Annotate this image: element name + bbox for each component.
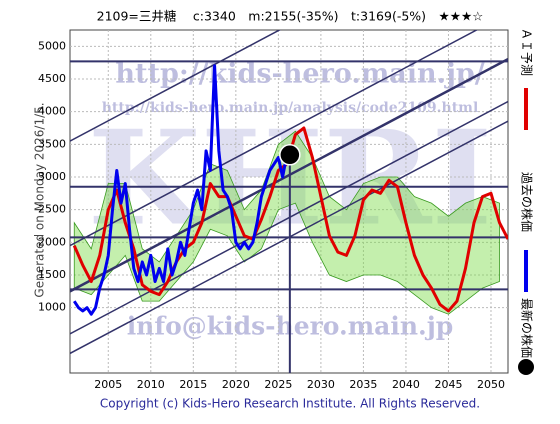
side-note: Generated on Monday 2026/1/5. [33, 102, 47, 297]
x-tick-label: 2015 [179, 378, 207, 391]
x-tick-label: 2025 [264, 378, 292, 391]
latest-point [279, 144, 301, 166]
series-line [72, 64, 289, 316]
channel-line [70, 30, 282, 142]
legend-swatch [518, 359, 534, 375]
y-tick-label: 2000 [38, 235, 66, 248]
legend-label: ＡＩ予測 [520, 28, 534, 76]
y-tick-label: 4500 [38, 72, 66, 85]
y-tick-label: 3500 [38, 137, 66, 150]
x-tick-label: 2050 [477, 378, 505, 391]
x-tick-label: 2005 [94, 378, 122, 391]
x-tick-label: 2020 [222, 378, 250, 391]
y-tick-label: 5000 [38, 39, 66, 52]
legend-label: 過去の株価 [520, 172, 535, 232]
x-tick-label: 2030 [307, 378, 335, 391]
y-tick-label: 4000 [38, 105, 66, 118]
x-tick-label: 2010 [137, 378, 165, 391]
plot: http://kids-hero.main.jp/http://kids-her… [70, 30, 508, 373]
footer: Copyright (c) Kids-Hero Research Institu… [100, 397, 480, 411]
legend-label: 最新の株価 [520, 298, 535, 358]
y-tick-label: 1500 [38, 268, 66, 281]
x-tick-label: 2045 [434, 378, 462, 391]
watermark: http://kids-hero.main.jp/ [115, 59, 484, 90]
channel-line [70, 30, 479, 247]
y-tick-label: 1000 [38, 301, 66, 314]
y-tick-label: 2500 [38, 203, 66, 216]
x-tick-label: 2040 [392, 378, 420, 391]
chart-title: 2109=三井糖 c:3340 m:2155(-35%) t:3169(-5%)… [97, 9, 484, 24]
y-tick-label: 3000 [38, 170, 66, 183]
x-tick-label: 2035 [349, 378, 377, 391]
